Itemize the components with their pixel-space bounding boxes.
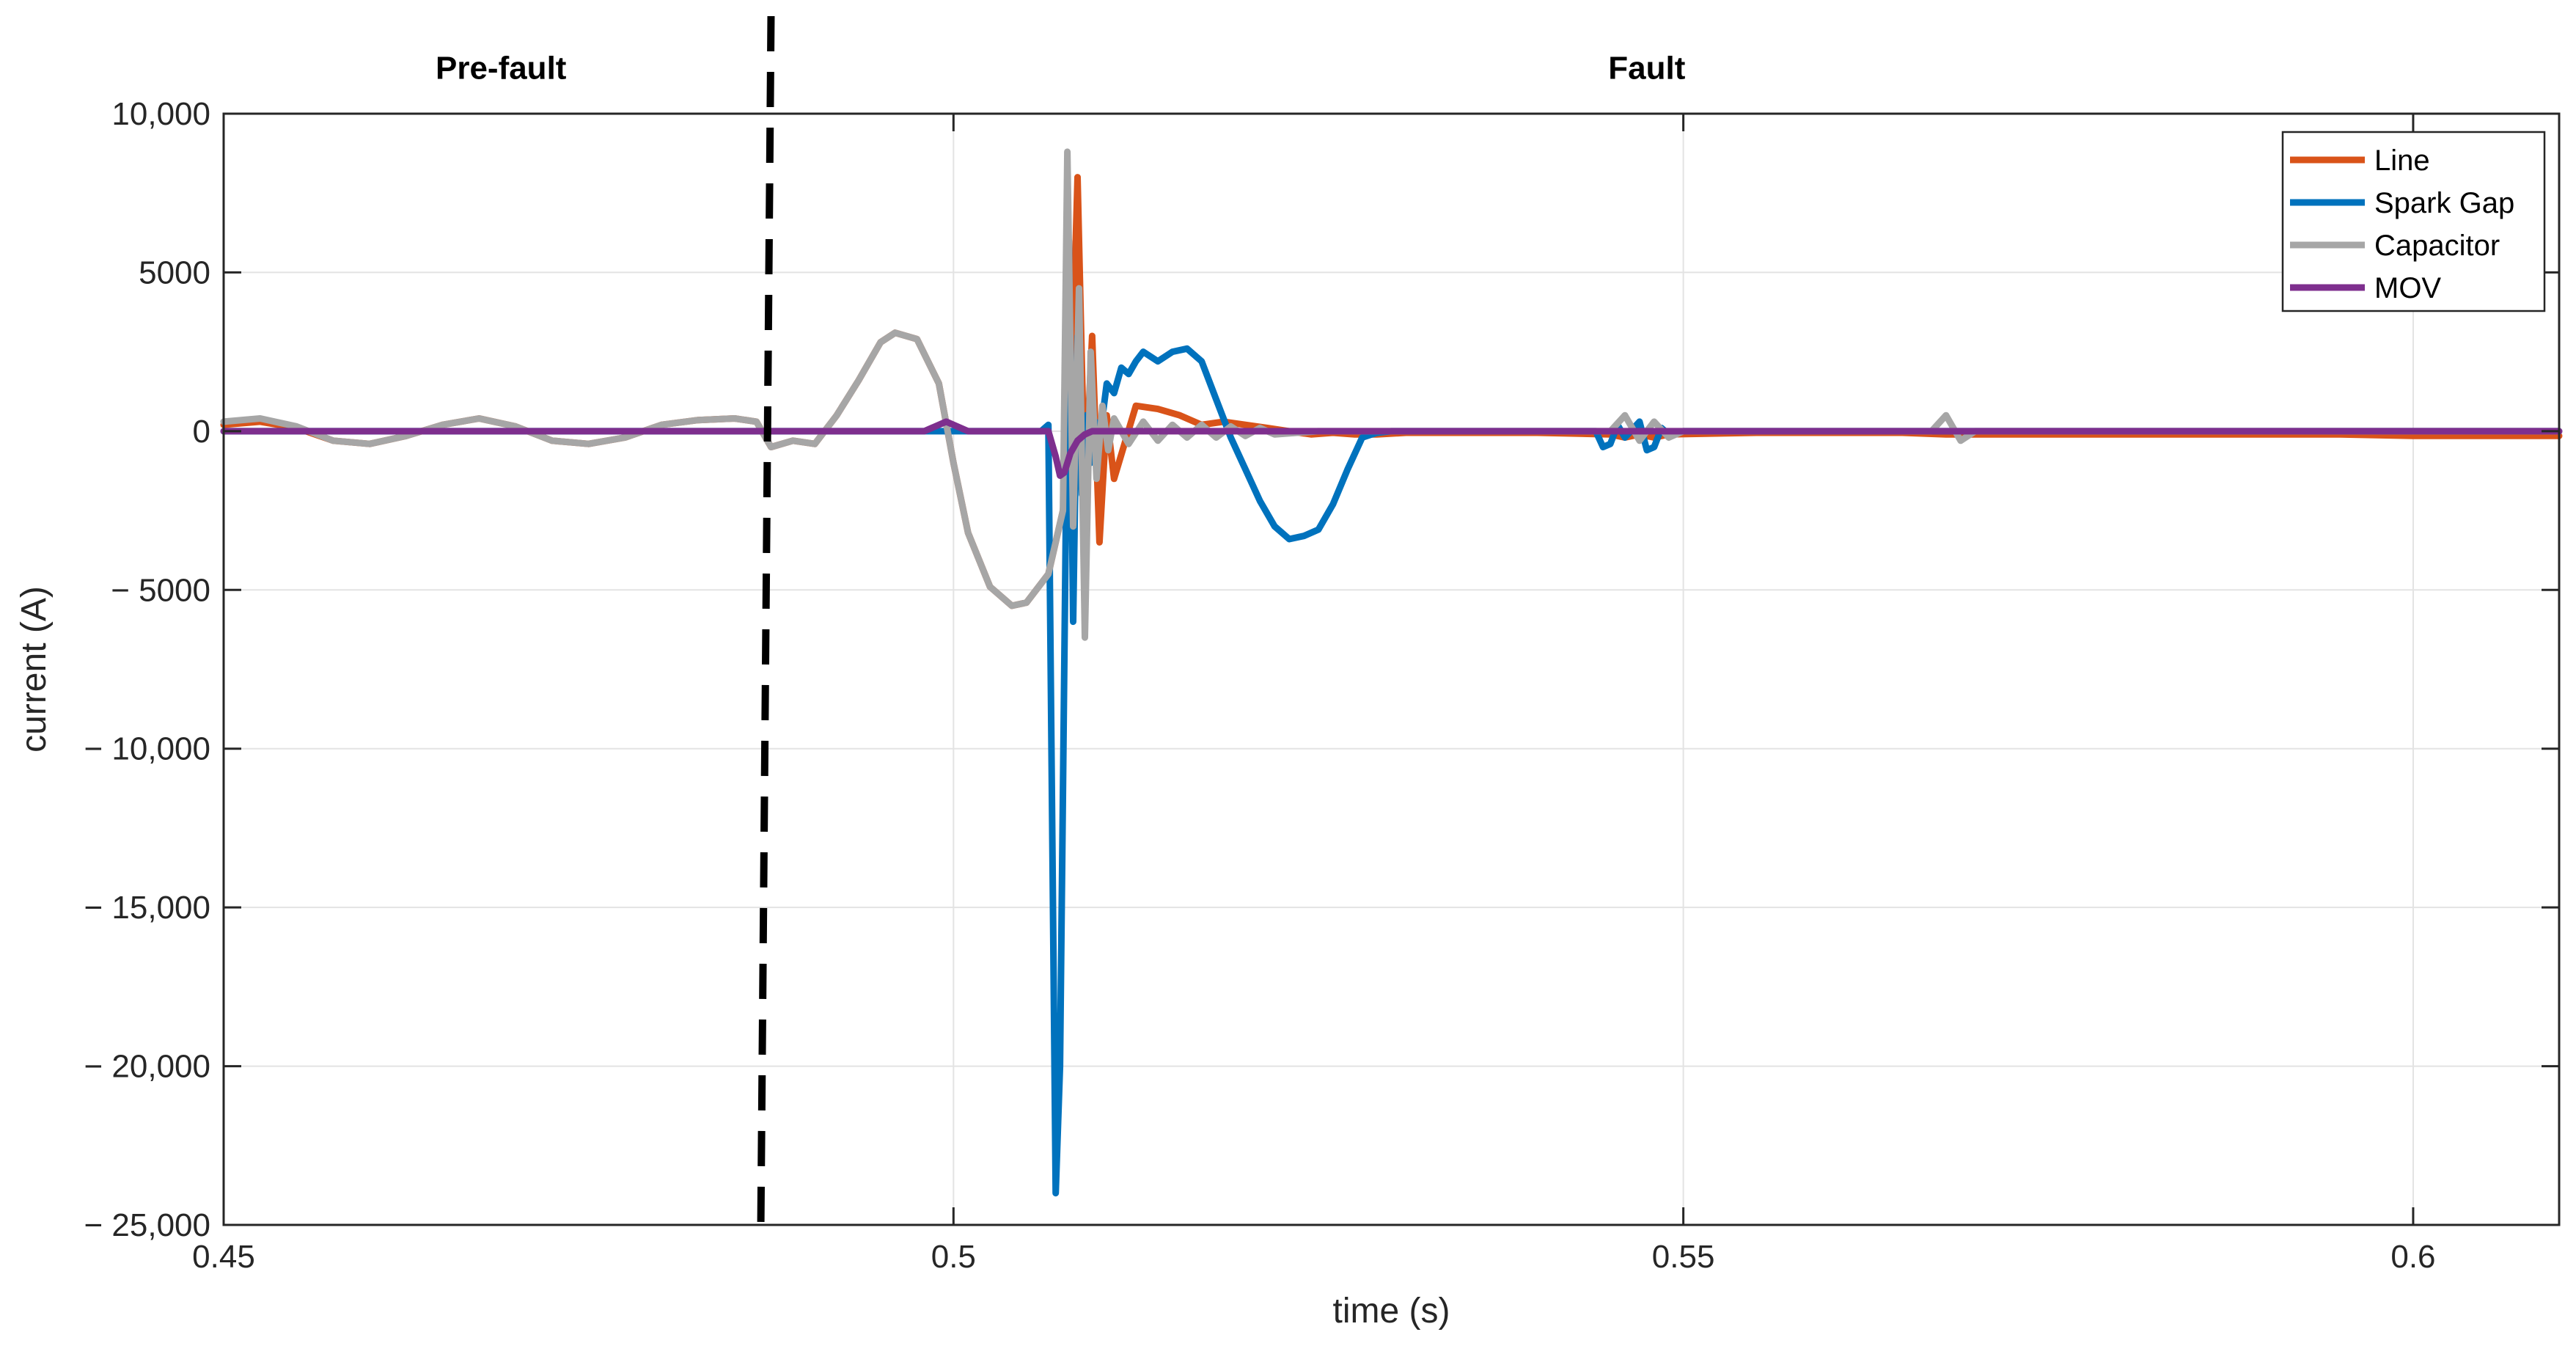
legend-label-line: Line [2374, 144, 2430, 177]
legend-items: Line Spark Gap Capacitor MOV [2290, 144, 2514, 304]
x-tick-label: 0.45 [192, 1239, 255, 1275]
fault-marker-line [757, 15, 775, 1226]
annotation-pre-fault: Pre-fault [436, 50, 567, 86]
plot-frame [222, 112, 2561, 1226]
legend: Line Spark Gap Capacitor MOV [2281, 131, 2546, 312]
y-tick-label: 10,000 [111, 96, 210, 132]
x-tick-label: 0.6 [2390, 1239, 2435, 1275]
y-tick-label: 0 [193, 414, 210, 450]
legend-label-capacitor: Capacitor [2374, 230, 2500, 262]
fault-marker-layer [757, 15, 775, 1226]
legend-label-spark-gap: Spark Gap [2374, 187, 2514, 219]
y-tick-label: − 20,000 [84, 1049, 211, 1085]
annotations: Pre-fault Fault [436, 50, 1686, 86]
series-line-mov [220, 418, 2563, 479]
axis-ticks: 0.45 0.5 0.55 0.6 10,000 5000 0 − 5000 − 10,000 −… [84, 96, 2559, 1275]
y-tick-label: − 15,000 [84, 890, 211, 926]
x-tick-label: 0.5 [931, 1239, 976, 1275]
y-tick-label: 5000 [139, 255, 210, 290]
y-tick-label: − 5000 [111, 572, 210, 608]
y-tick-label: − 10,000 [84, 731, 211, 767]
x-tick-label: 0.55 [1652, 1239, 1715, 1275]
y-axis-label: current (A) [15, 586, 54, 753]
series-layer [220, 148, 2563, 1197]
x-axis-label: time (s) [1333, 1292, 1450, 1331]
y-tick-label: − 25,000 [84, 1207, 211, 1243]
annotation-fault: Fault [1608, 50, 1685, 86]
legend-label-mov: MOV [2374, 272, 2441, 304]
